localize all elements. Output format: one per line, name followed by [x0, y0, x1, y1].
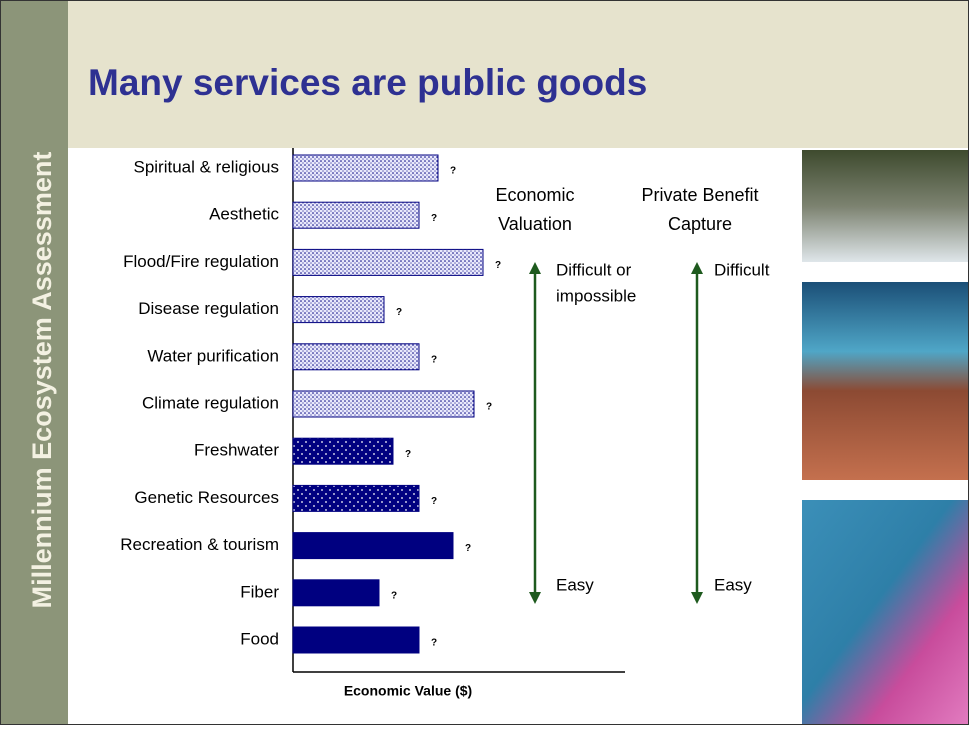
annotation: Difficult: [714, 260, 770, 279]
bar: [292, 437, 394, 465]
value-label: ?: [431, 638, 437, 649]
value-label: ?: [431, 213, 437, 224]
category-label: Genetic Resources: [134, 488, 279, 507]
bar: [292, 248, 484, 276]
bar: [292, 343, 420, 371]
annotation: Easy: [556, 575, 594, 594]
x-axis-label: Economic Value ($): [344, 683, 472, 699]
annotation: Difficult or: [556, 260, 632, 279]
photo: [802, 500, 969, 725]
value-label: ?: [431, 496, 437, 507]
slide-title: Many services are public goods: [88, 62, 647, 103]
category-label: Aesthetic: [209, 205, 279, 224]
header: Valuation: [498, 214, 572, 234]
value-label: ?: [391, 590, 397, 601]
value-label: ?: [431, 354, 437, 365]
bar: [292, 201, 420, 229]
category-label: Climate regulation: [142, 393, 279, 412]
value-label: ?: [495, 260, 501, 271]
category-label: Spiritual & religious: [133, 157, 279, 176]
bar: [292, 154, 439, 182]
sidebar: [0, 0, 68, 725]
photo: [802, 150, 969, 262]
value-label: ?: [405, 449, 411, 460]
annotation: impossible: [556, 286, 636, 305]
arrow-head: [691, 262, 703, 274]
photo: [802, 282, 969, 480]
bar: [292, 626, 420, 654]
category-label: Disease regulation: [138, 299, 279, 318]
value-label: ?: [450, 166, 456, 177]
value-label: ?: [465, 543, 471, 554]
arrow-head: [529, 592, 541, 604]
header: Capture: [668, 214, 732, 234]
bar: [292, 390, 475, 418]
value-label: ?: [486, 402, 492, 413]
annotation: Easy: [714, 575, 752, 594]
category-label: Freshwater: [194, 441, 279, 460]
title-band: [0, 0, 969, 148]
sidebar-text: Millennium Ecosystem Assessment: [27, 152, 57, 609]
bar: [292, 532, 454, 560]
category-label: Fiber: [240, 582, 279, 601]
category-label: Water purification: [147, 346, 279, 365]
category-label: Food: [240, 629, 279, 648]
bar: [292, 579, 380, 607]
arrow-head: [529, 262, 541, 274]
header: Economic: [495, 185, 574, 205]
category-label: Recreation & tourism: [120, 535, 279, 554]
bar: [292, 296, 385, 324]
bar: [292, 484, 420, 512]
value-label: ?: [396, 307, 402, 318]
category-label: Flood/Fire regulation: [123, 252, 279, 271]
arrow-head: [691, 592, 703, 604]
header: Private Benefit: [641, 185, 758, 205]
